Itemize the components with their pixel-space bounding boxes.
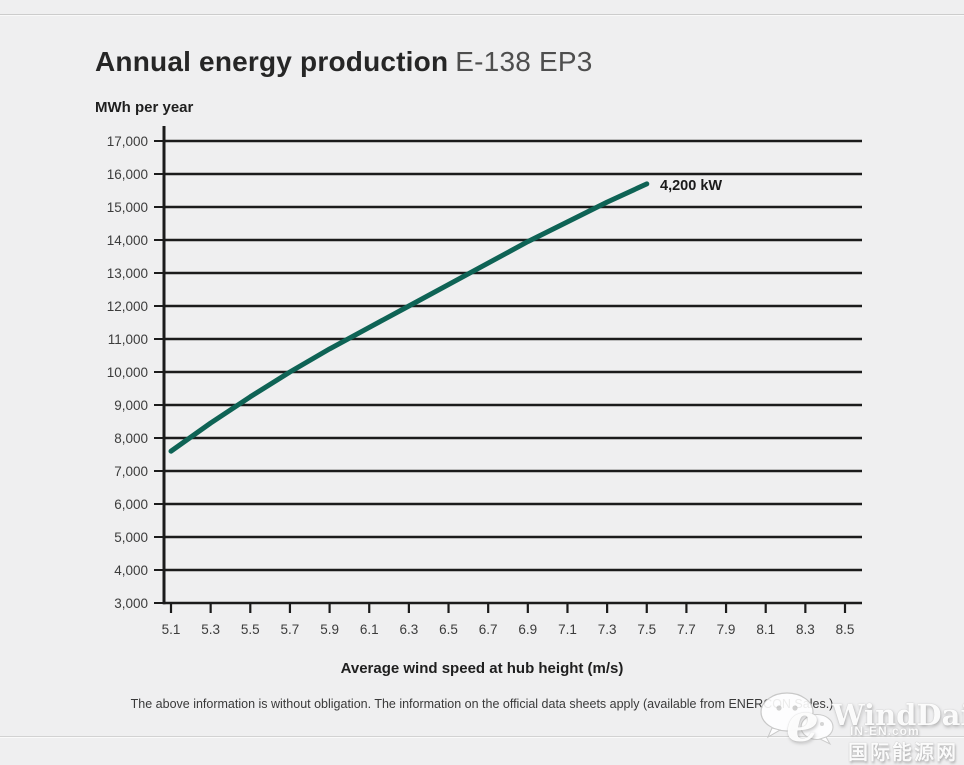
x-axis-title: Average wind speed at hub height (m/s) [340, 660, 624, 677]
disclaimer-text: The above information is without obligat… [130, 697, 834, 711]
y-tick-label: 8,000 [114, 431, 148, 446]
page-title: Annual energy production E-138 EP3 [95, 46, 593, 78]
bottom-divider [0, 736, 964, 737]
x-tick-label: 5.5 [241, 622, 260, 637]
y-tick-label: 12,000 [107, 299, 148, 314]
x-tick-label: 7.3 [598, 622, 617, 637]
y-tick-label: 10,000 [107, 365, 148, 380]
x-tick-label: 6.9 [518, 622, 537, 637]
x-tick-label: 6.1 [360, 622, 379, 637]
x-tick-label: 5.9 [320, 622, 339, 637]
x-tick-label: 6.3 [399, 622, 418, 637]
title-main: Annual energy production [95, 46, 449, 77]
x-tick-label: 7.9 [717, 622, 736, 637]
y-tick-label: 17,000 [107, 134, 148, 149]
y-tick-label: 13,000 [107, 266, 148, 281]
production-curve [168, 181, 650, 454]
x-tick-label: 8.1 [756, 622, 775, 637]
y-tick-label: 5,000 [114, 530, 148, 545]
x-tick-label: 6.5 [439, 622, 458, 637]
x-tick-label: 6.7 [479, 622, 498, 637]
y-tick-label: 3,000 [114, 596, 148, 611]
x-tick-label: 8.3 [796, 622, 815, 637]
y-tick-label: 14,000 [107, 233, 148, 248]
x-tick-label: 7.1 [558, 622, 577, 637]
x-tick-label: 5.3 [201, 622, 220, 637]
y-tick-label: 4,000 [114, 563, 148, 578]
title-model: E-138 EP3 [455, 46, 593, 77]
x-tick-label: 7.5 [637, 622, 656, 637]
x-tick-label: 8.5 [836, 622, 855, 637]
y-axis-unit-label: MWh per year [95, 99, 194, 116]
y-tick-label: 16,000 [107, 167, 148, 182]
series-annotation-4200kw: 4,200 kW [660, 178, 723, 194]
y-tick-label: 6,000 [114, 497, 148, 512]
top-divider [0, 14, 964, 15]
x-tick-label: 7.7 [677, 622, 696, 637]
y-tick-label: 15,000 [107, 200, 148, 215]
y-tick-label: 11,000 [108, 332, 148, 347]
x-tick-label: 5.1 [162, 622, 181, 637]
y-tick-label: 9,000 [114, 398, 148, 413]
x-tick-label: 5.7 [281, 622, 300, 637]
y-tick-label: 7,000 [114, 464, 148, 479]
